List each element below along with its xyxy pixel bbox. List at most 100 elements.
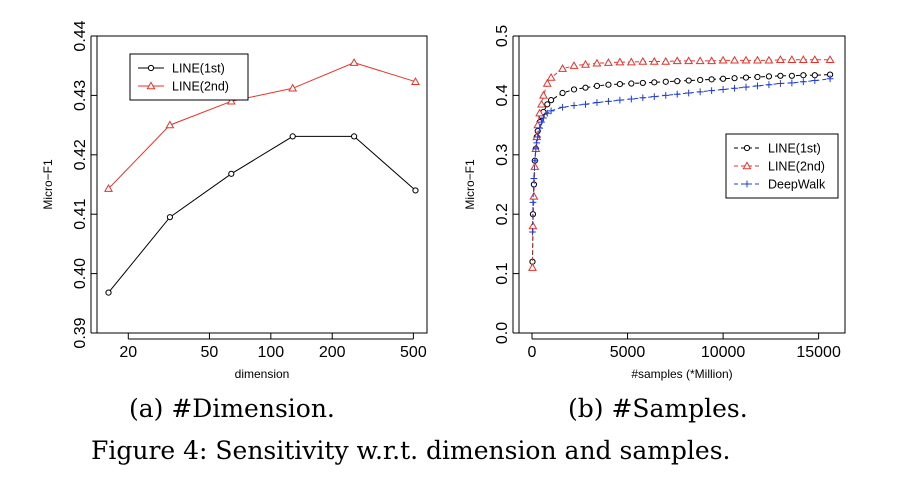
- data-point: [546, 72, 556, 81]
- data-point: [165, 120, 175, 129]
- x-tick-label: 200: [319, 344, 346, 361]
- data-point: [569, 61, 579, 69]
- data-point: [777, 80, 784, 87]
- figure-caption: Figure 4: Sensitivity w.r.t. dimension a…: [91, 436, 731, 465]
- data-point: [685, 89, 693, 97]
- x-tick-label: 500: [400, 344, 427, 361]
- data-point: [616, 96, 624, 104]
- data-point: [544, 101, 551, 108]
- data-point: [741, 55, 751, 64]
- data-point: [547, 107, 555, 115]
- data-point: [638, 56, 648, 65]
- data-point: [616, 81, 623, 88]
- data-point: [548, 97, 555, 104]
- legend-label: LINE(1st): [172, 62, 225, 76]
- data-point: [754, 73, 761, 81]
- data-point: [650, 93, 658, 100]
- x-tick-label: 10000: [701, 344, 746, 361]
- data-point: [166, 214, 174, 221]
- data-point: [695, 56, 705, 65]
- data-point: [811, 77, 819, 84]
- y-tick-label: 0.5: [494, 25, 511, 47]
- data-point: [810, 55, 820, 63]
- data-point: [592, 58, 602, 67]
- data-point: [707, 56, 717, 65]
- data-point: [570, 86, 578, 93]
- data-point: [536, 124, 544, 132]
- x-tick-label: 100: [257, 344, 284, 361]
- data-point: [696, 88, 704, 96]
- data-point: [753, 55, 762, 64]
- legend-label: LINE(2nd): [768, 160, 825, 174]
- data-point: [534, 133, 542, 141]
- data-point: [697, 76, 704, 84]
- chart-panel-samples: 0.0 0.1 0.2 0.3 0.4 0.5 0 5000 10000 15000 #sample…: [463, 25, 846, 381]
- data-point: [605, 97, 612, 105]
- data-point: [685, 77, 692, 84]
- y-tick-label: 0.41: [72, 199, 89, 230]
- data-point: [708, 76, 715, 83]
- data-point: [582, 84, 589, 91]
- data-point: [627, 95, 635, 103]
- data-point: [535, 108, 545, 117]
- data-point: [674, 78, 681, 85]
- y-tick-label: 0.1: [494, 262, 511, 284]
- data-point: [349, 58, 359, 66]
- data-point: [542, 78, 552, 87]
- data-point: [684, 56, 694, 65]
- data-point: [605, 81, 612, 88]
- y-axis-title: Micro−F1: [463, 159, 477, 210]
- subcaption-a: (a) #Dimension.: [129, 394, 335, 423]
- data-point: [350, 133, 358, 140]
- data-point: [533, 139, 541, 147]
- legend-label: DeepWalk: [768, 178, 826, 192]
- series-line: [108, 135, 416, 293]
- legend-box: [129, 53, 249, 101]
- chart-panel-dimension: 0.39 0.40 0.41 0.42 0.43 0.44 20 50 100 200 500 dim…: [41, 20, 428, 381]
- series-line: [108, 62, 416, 190]
- data-point: [825, 55, 835, 63]
- data-point: [603, 58, 613, 66]
- legend-marker: [743, 180, 751, 188]
- data-point: [543, 109, 551, 117]
- data-point: [570, 102, 578, 109]
- data-point: [649, 56, 659, 65]
- data-point: [412, 187, 419, 194]
- data-point: [826, 75, 834, 83]
- data-point: [615, 57, 625, 66]
- legend-label: LINE(1st): [768, 142, 821, 156]
- data-point: [529, 198, 537, 206]
- y-tick-label: 0.40: [72, 258, 89, 289]
- data-point: [731, 84, 738, 92]
- plot-frame: [96, 35, 428, 334]
- y-tick-label: 0.42: [72, 139, 89, 170]
- data-point: [730, 55, 740, 64]
- data-point: [787, 55, 797, 63]
- legend-marker: [147, 64, 155, 72]
- y-tick-label: 0.39: [72, 317, 89, 348]
- data-point: [626, 57, 636, 66]
- plot-frame: [518, 35, 846, 334]
- data-point: [662, 78, 669, 85]
- data-point: [558, 64, 568, 72]
- data-point: [719, 86, 727, 93]
- data-point: [661, 56, 671, 65]
- data-point: [582, 100, 589, 108]
- x-tick-label: 20: [119, 344, 137, 361]
- data-point: [765, 73, 773, 80]
- y-axis-title: Micro−F1: [41, 159, 55, 210]
- data-point: [411, 77, 420, 85]
- data-point: [731, 75, 738, 82]
- legend-label: LINE(2nd): [172, 80, 229, 94]
- y-tick-label: 0.4: [494, 84, 511, 106]
- data-point: [530, 175, 538, 182]
- x-axis-title: #samples (*Million): [631, 367, 732, 381]
- data-point: [289, 133, 296, 140]
- data-point: [532, 145, 540, 153]
- data-point: [742, 83, 750, 91]
- legend-marker: [743, 144, 751, 152]
- data-point: [788, 72, 795, 79]
- data-point: [226, 96, 236, 105]
- legend-marker: [742, 161, 752, 170]
